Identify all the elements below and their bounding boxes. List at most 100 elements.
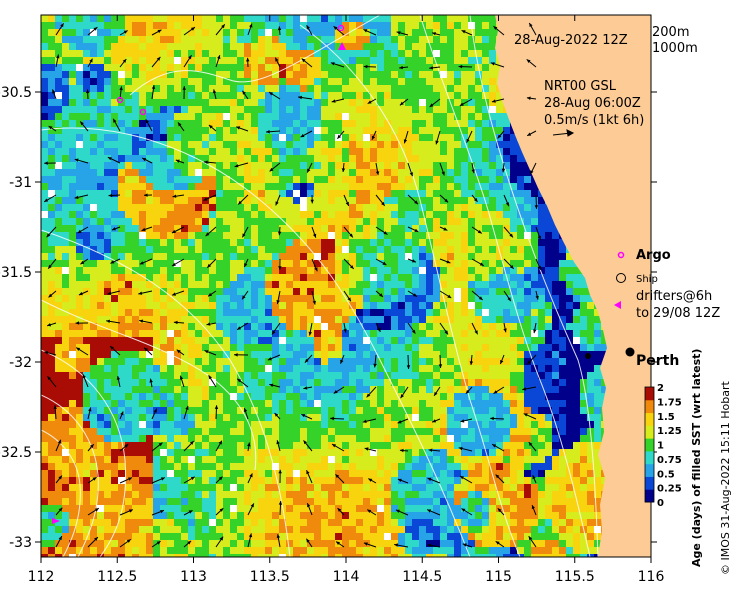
sst-pixel	[335, 29, 342, 36]
sst-pixel	[167, 22, 174, 29]
sst-pixel	[41, 316, 48, 323]
sst-pixel	[69, 64, 76, 71]
sst-pixel	[545, 274, 552, 281]
sst-pixel	[293, 92, 300, 99]
sst-pixel	[433, 92, 440, 99]
sst-pixel	[349, 85, 356, 92]
sst-pixel	[559, 316, 566, 323]
sst-pixel	[363, 393, 370, 400]
sst-pixel	[454, 155, 461, 162]
sst-pixel	[160, 344, 167, 351]
sst-pixel	[545, 246, 552, 253]
sst-pixel	[307, 71, 314, 78]
sst-pixel	[531, 400, 538, 407]
sst-pixel	[426, 232, 433, 239]
sst-pixel	[223, 176, 230, 183]
sst-pixel	[104, 288, 111, 295]
sst-pixel	[370, 106, 377, 113]
sst-pixel	[524, 162, 531, 169]
sst-pixel	[342, 435, 349, 442]
sst-pixel	[76, 99, 83, 106]
sst-pixel	[104, 71, 111, 78]
sst-pixel	[496, 127, 503, 134]
sst-pixel	[307, 358, 314, 365]
sst-pixel	[230, 43, 237, 50]
sst-pixel	[104, 197, 111, 204]
sst-pixel	[279, 85, 286, 92]
sst-pixel	[328, 267, 335, 274]
sst-pixel	[468, 50, 475, 57]
sst-pixel	[552, 372, 559, 379]
sst-pixel	[314, 281, 321, 288]
sst-pixel	[517, 197, 524, 204]
sst-pixel	[62, 400, 69, 407]
sst-pixel	[62, 211, 69, 218]
sst-pixel	[83, 302, 90, 309]
sst-pixel	[139, 274, 146, 281]
sst-pixel	[384, 330, 391, 337]
sst-pixel	[153, 106, 160, 113]
sst-pixel	[489, 64, 496, 71]
sst-pixel	[363, 239, 370, 246]
sst-pixel	[405, 78, 412, 85]
sst-pixel	[293, 239, 300, 246]
sst-pixel	[48, 120, 55, 127]
sst-pixel	[48, 162, 55, 169]
sst-pixel	[69, 57, 76, 64]
sst-pixel	[279, 337, 286, 344]
sst-pixel	[426, 169, 433, 176]
sst-pixel	[111, 36, 118, 43]
sst-pixel	[97, 246, 104, 253]
sst-pixel	[391, 15, 398, 22]
sst-pixel	[482, 29, 489, 36]
sst-pixel	[55, 351, 62, 358]
sst-pixel	[489, 36, 496, 43]
sst-pixel	[293, 148, 300, 155]
sst-pixel	[286, 57, 293, 64]
sst-pixel	[209, 92, 216, 99]
sst-pixel	[391, 253, 398, 260]
sst-pixel	[265, 414, 272, 421]
sst-pixel	[419, 330, 426, 337]
sst-pixel	[146, 372, 153, 379]
sst-pixel	[125, 176, 132, 183]
sst-pixel	[286, 281, 293, 288]
sst-pixel	[398, 134, 405, 141]
sst-pixel	[398, 414, 405, 421]
sst-pixel	[356, 365, 363, 372]
sst-pixel	[286, 120, 293, 127]
sst-pixel	[209, 323, 216, 330]
sst-pixel	[461, 127, 468, 134]
sst-pixel	[398, 358, 405, 365]
sst-pixel	[272, 316, 279, 323]
sst-pixel	[307, 169, 314, 176]
sst-pixel	[587, 393, 594, 400]
sst-pixel	[321, 197, 328, 204]
sst-pixel	[594, 351, 601, 358]
sst-pixel	[125, 155, 132, 162]
sst-pixel	[300, 50, 307, 57]
sst-pixel	[412, 246, 419, 253]
sst-pixel	[349, 288, 356, 295]
sst-pixel	[272, 99, 279, 106]
sst-pixel	[475, 78, 482, 85]
sst-pixel	[160, 15, 167, 22]
sst-pixel	[503, 218, 510, 225]
sst-pixel	[454, 57, 461, 64]
sst-pixel	[412, 309, 419, 316]
sst-pixel	[398, 316, 405, 323]
sst-pixel	[426, 134, 433, 141]
sst-pixel	[48, 372, 55, 379]
sst-pixel	[258, 85, 265, 92]
sst-pixel	[342, 127, 349, 134]
sst-pixel	[468, 225, 475, 232]
sst-pixel	[153, 323, 160, 330]
sst-pixel	[440, 274, 447, 281]
sst-pixel	[48, 316, 55, 323]
sst-pixel	[566, 344, 573, 351]
sst-pixel	[286, 267, 293, 274]
sst-pixel	[335, 358, 342, 365]
sst-pixel	[447, 400, 454, 407]
sst-pixel	[132, 64, 139, 71]
sst-pixel	[48, 78, 55, 85]
